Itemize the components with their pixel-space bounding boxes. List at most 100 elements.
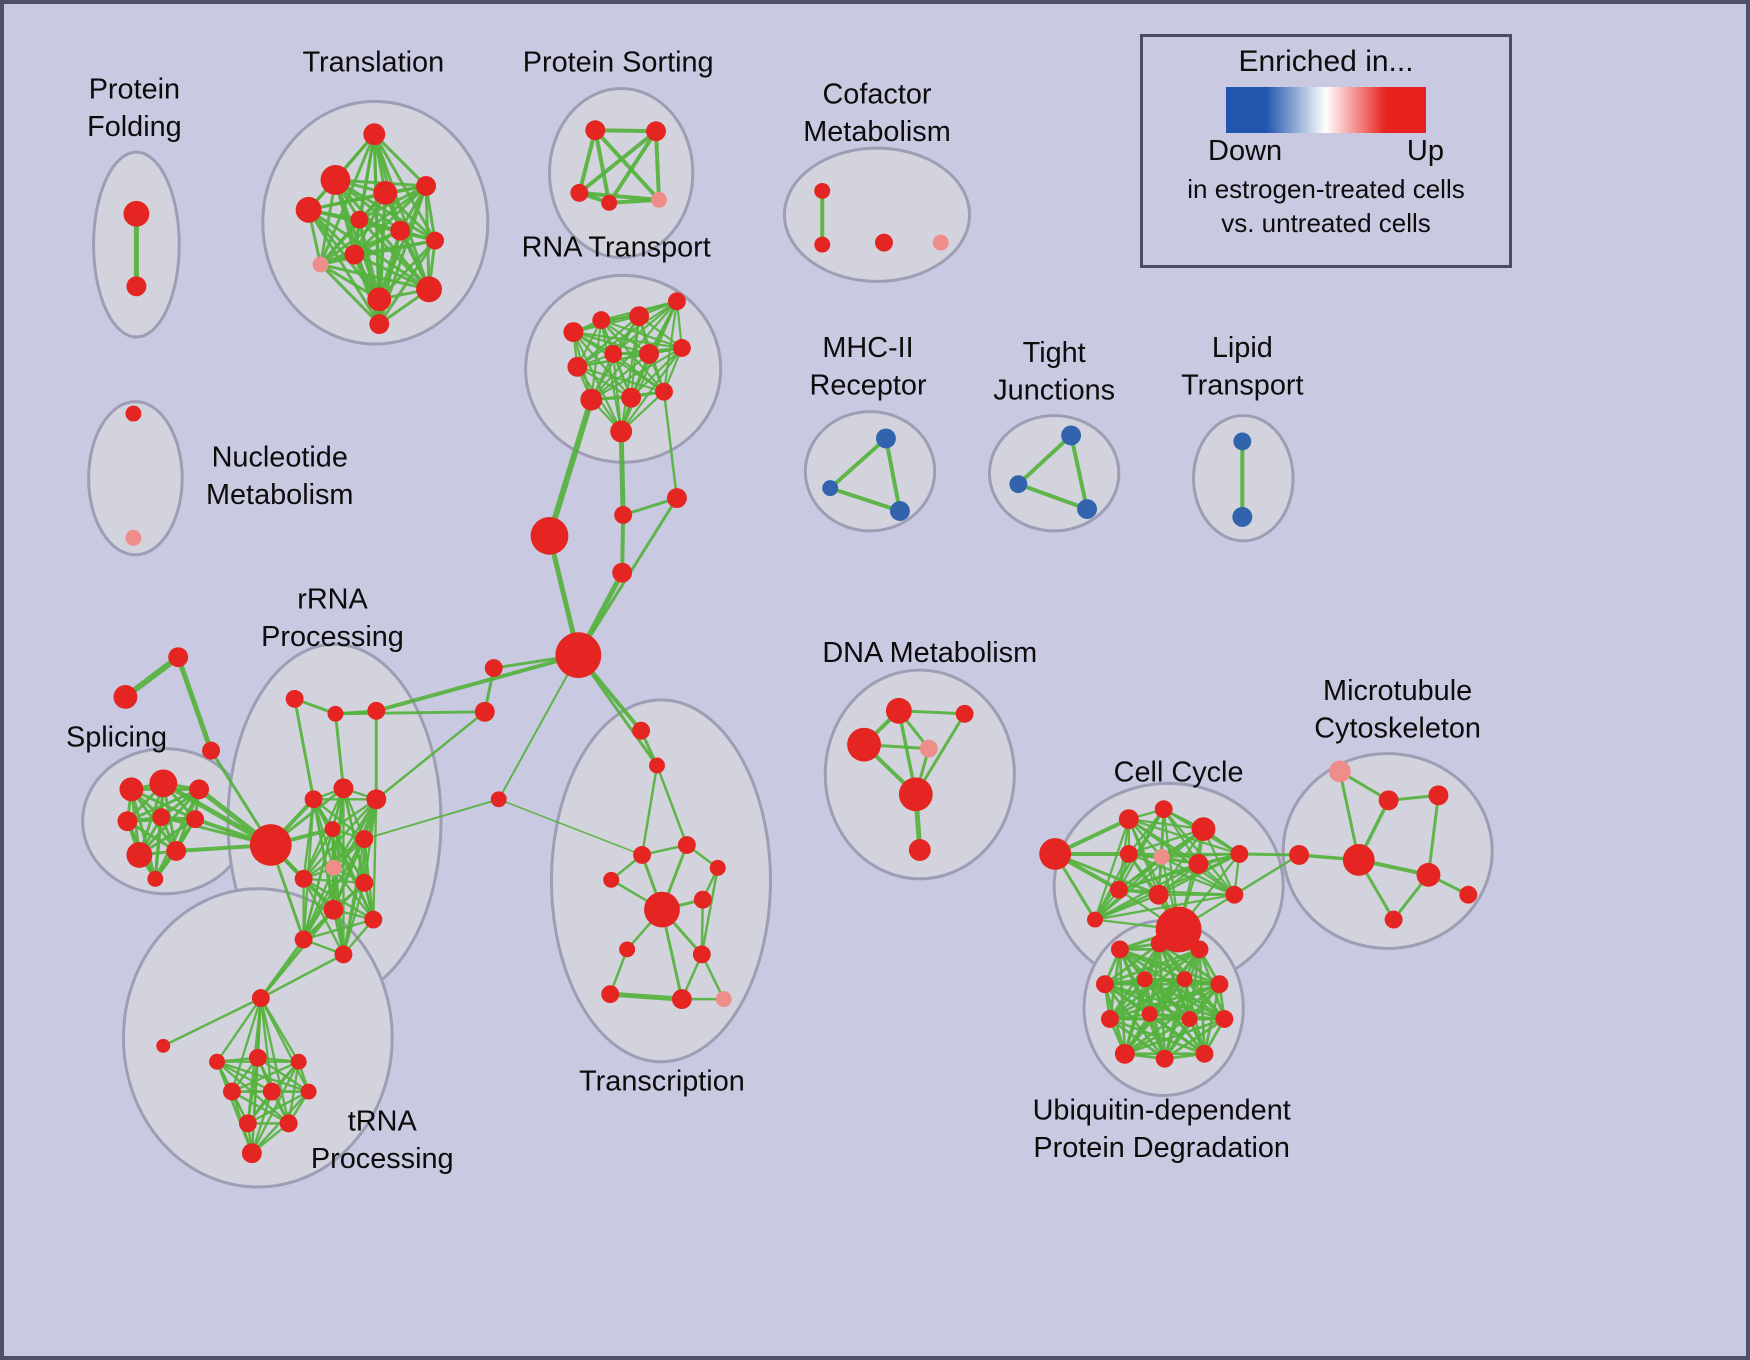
network-node-tc1	[632, 721, 651, 740]
cluster-label-rrna-processing: rRNA Processing	[261, 583, 404, 653]
network-edge	[662, 390, 679, 500]
network-node-sp5	[152, 808, 171, 827]
network-node-tr7	[300, 1083, 317, 1100]
network-edge	[331, 827, 375, 921]
network-node-tl5	[416, 175, 437, 196]
network-node-rt3	[629, 306, 650, 327]
network-edge	[607, 197, 661, 205]
network-node-tl12	[416, 276, 442, 303]
network-node-g2	[614, 506, 633, 524]
legend-down-label: Down	[1208, 135, 1283, 167]
network-node-dm4	[955, 704, 974, 723]
network-node-tc3	[677, 836, 696, 854]
network-node-sp7	[126, 842, 153, 868]
network-node-rr2	[327, 705, 344, 722]
network-edge	[1143, 948, 1201, 981]
network-edge	[1093, 893, 1236, 921]
network-node-x2	[113, 684, 138, 709]
legend-caption: in estrogen-treated cells vs. untreated …	[1143, 172, 1509, 241]
network-node-tc9	[619, 941, 636, 958]
network-node-lt2	[1232, 507, 1253, 527]
network-node-mh3	[889, 501, 910, 521]
cluster-label-protein-sorting: Protein Sorting	[523, 47, 714, 79]
network-node-tr8	[238, 1114, 257, 1133]
network-edge	[1123, 1017, 1191, 1056]
network-node-tc11	[601, 985, 620, 1004]
network-node-cc2	[1118, 809, 1139, 830]
network-node-g8	[490, 791, 507, 808]
network-edge	[1093, 852, 1241, 921]
network-edge	[259, 953, 345, 1000]
network-node-rt2	[592, 311, 611, 330]
network-node-sp9	[147, 870, 164, 887]
network-edge	[1069, 433, 1090, 511]
network-edge	[1183, 977, 1226, 1021]
network-node-rt11	[655, 382, 673, 401]
network-node-rr4	[249, 824, 292, 866]
network-node-g7	[474, 701, 495, 722]
network-edge	[828, 436, 888, 491]
legend: Enriched in... Down Up in estrogen-treat…	[1140, 34, 1512, 268]
network-node-tc10	[692, 945, 711, 964]
network-node-rr3	[367, 701, 386, 720]
network-node-g1	[530, 516, 569, 555]
network-edge	[572, 330, 633, 399]
network-node-tl6	[350, 210, 369, 229]
cluster-label-splicing: Splicing	[66, 722, 167, 754]
network-node-cc12	[1225, 885, 1244, 904]
cluster-ellipse-mhc-ii-receptor	[803, 410, 937, 533]
network-node-rt10	[621, 387, 642, 408]
cluster-label-tight-junctions: Tight Junctions	[993, 337, 1115, 407]
cluster-ellipse-tight-junctions	[987, 414, 1121, 533]
cluster-label-rna-transport: RNA Transport	[522, 232, 711, 264]
network-node-mc1	[1328, 760, 1351, 783]
network-node-ub8	[1100, 1010, 1119, 1028]
cluster-label-nucleotide-metabolism: Nucleotide Metabolism	[206, 441, 354, 511]
network-edge	[883, 436, 902, 513]
network-edge	[352, 239, 437, 257]
network-node-ub10	[1181, 1011, 1198, 1027]
network-node-tr6	[262, 1082, 281, 1101]
network-edge	[654, 129, 661, 202]
network-edge	[342, 881, 366, 956]
network-edge	[1093, 855, 1163, 921]
network-node-tl7	[390, 220, 411, 241]
network-node-rt9	[580, 388, 603, 411]
network-edge	[593, 128, 661, 202]
network-edge	[1148, 982, 1221, 1016]
network-edge	[302, 918, 375, 941]
network-node-rr9	[355, 830, 374, 849]
network-node-rt8	[672, 339, 691, 357]
network-node-ub13	[1155, 1049, 1174, 1068]
network-edge	[1053, 852, 1161, 897]
network-node-cc10	[1148, 884, 1169, 905]
cluster-label-translation: Translation	[302, 47, 444, 79]
network-node-tc12	[671, 989, 692, 1010]
network-edge	[640, 764, 659, 857]
network-edge	[576, 315, 641, 368]
network-edge	[342, 837, 366, 956]
cluster-label-microtubule-cytoskeleton: Microtubule Cytoskeleton	[1314, 675, 1481, 745]
network-edge	[153, 787, 201, 881]
network-edge	[1426, 793, 1440, 877]
network-edge	[590, 352, 651, 401]
network-edge	[153, 815, 163, 881]
cluster-label-transcription: Transcription	[579, 1066, 745, 1098]
network-node-rt5	[567, 356, 588, 377]
network-node-rt6	[604, 344, 623, 363]
network-node-cm2	[814, 236, 831, 253]
network-node-tl4	[373, 180, 398, 205]
network-edge	[375, 710, 487, 801]
network-edge	[307, 208, 431, 291]
network-node-x1	[168, 647, 189, 668]
cluster-ellipse-cofactor-metabolism	[782, 146, 972, 283]
network-node-mc4	[1289, 845, 1310, 865]
network-edge	[302, 787, 345, 881]
network-node-mc7	[1459, 885, 1478, 904]
network-edge	[1103, 942, 1162, 986]
network-edge	[576, 365, 666, 393]
network-edge	[352, 253, 431, 291]
network-edge	[293, 697, 316, 801]
network-node-pf2	[126, 276, 147, 297]
network-edge	[620, 346, 683, 433]
